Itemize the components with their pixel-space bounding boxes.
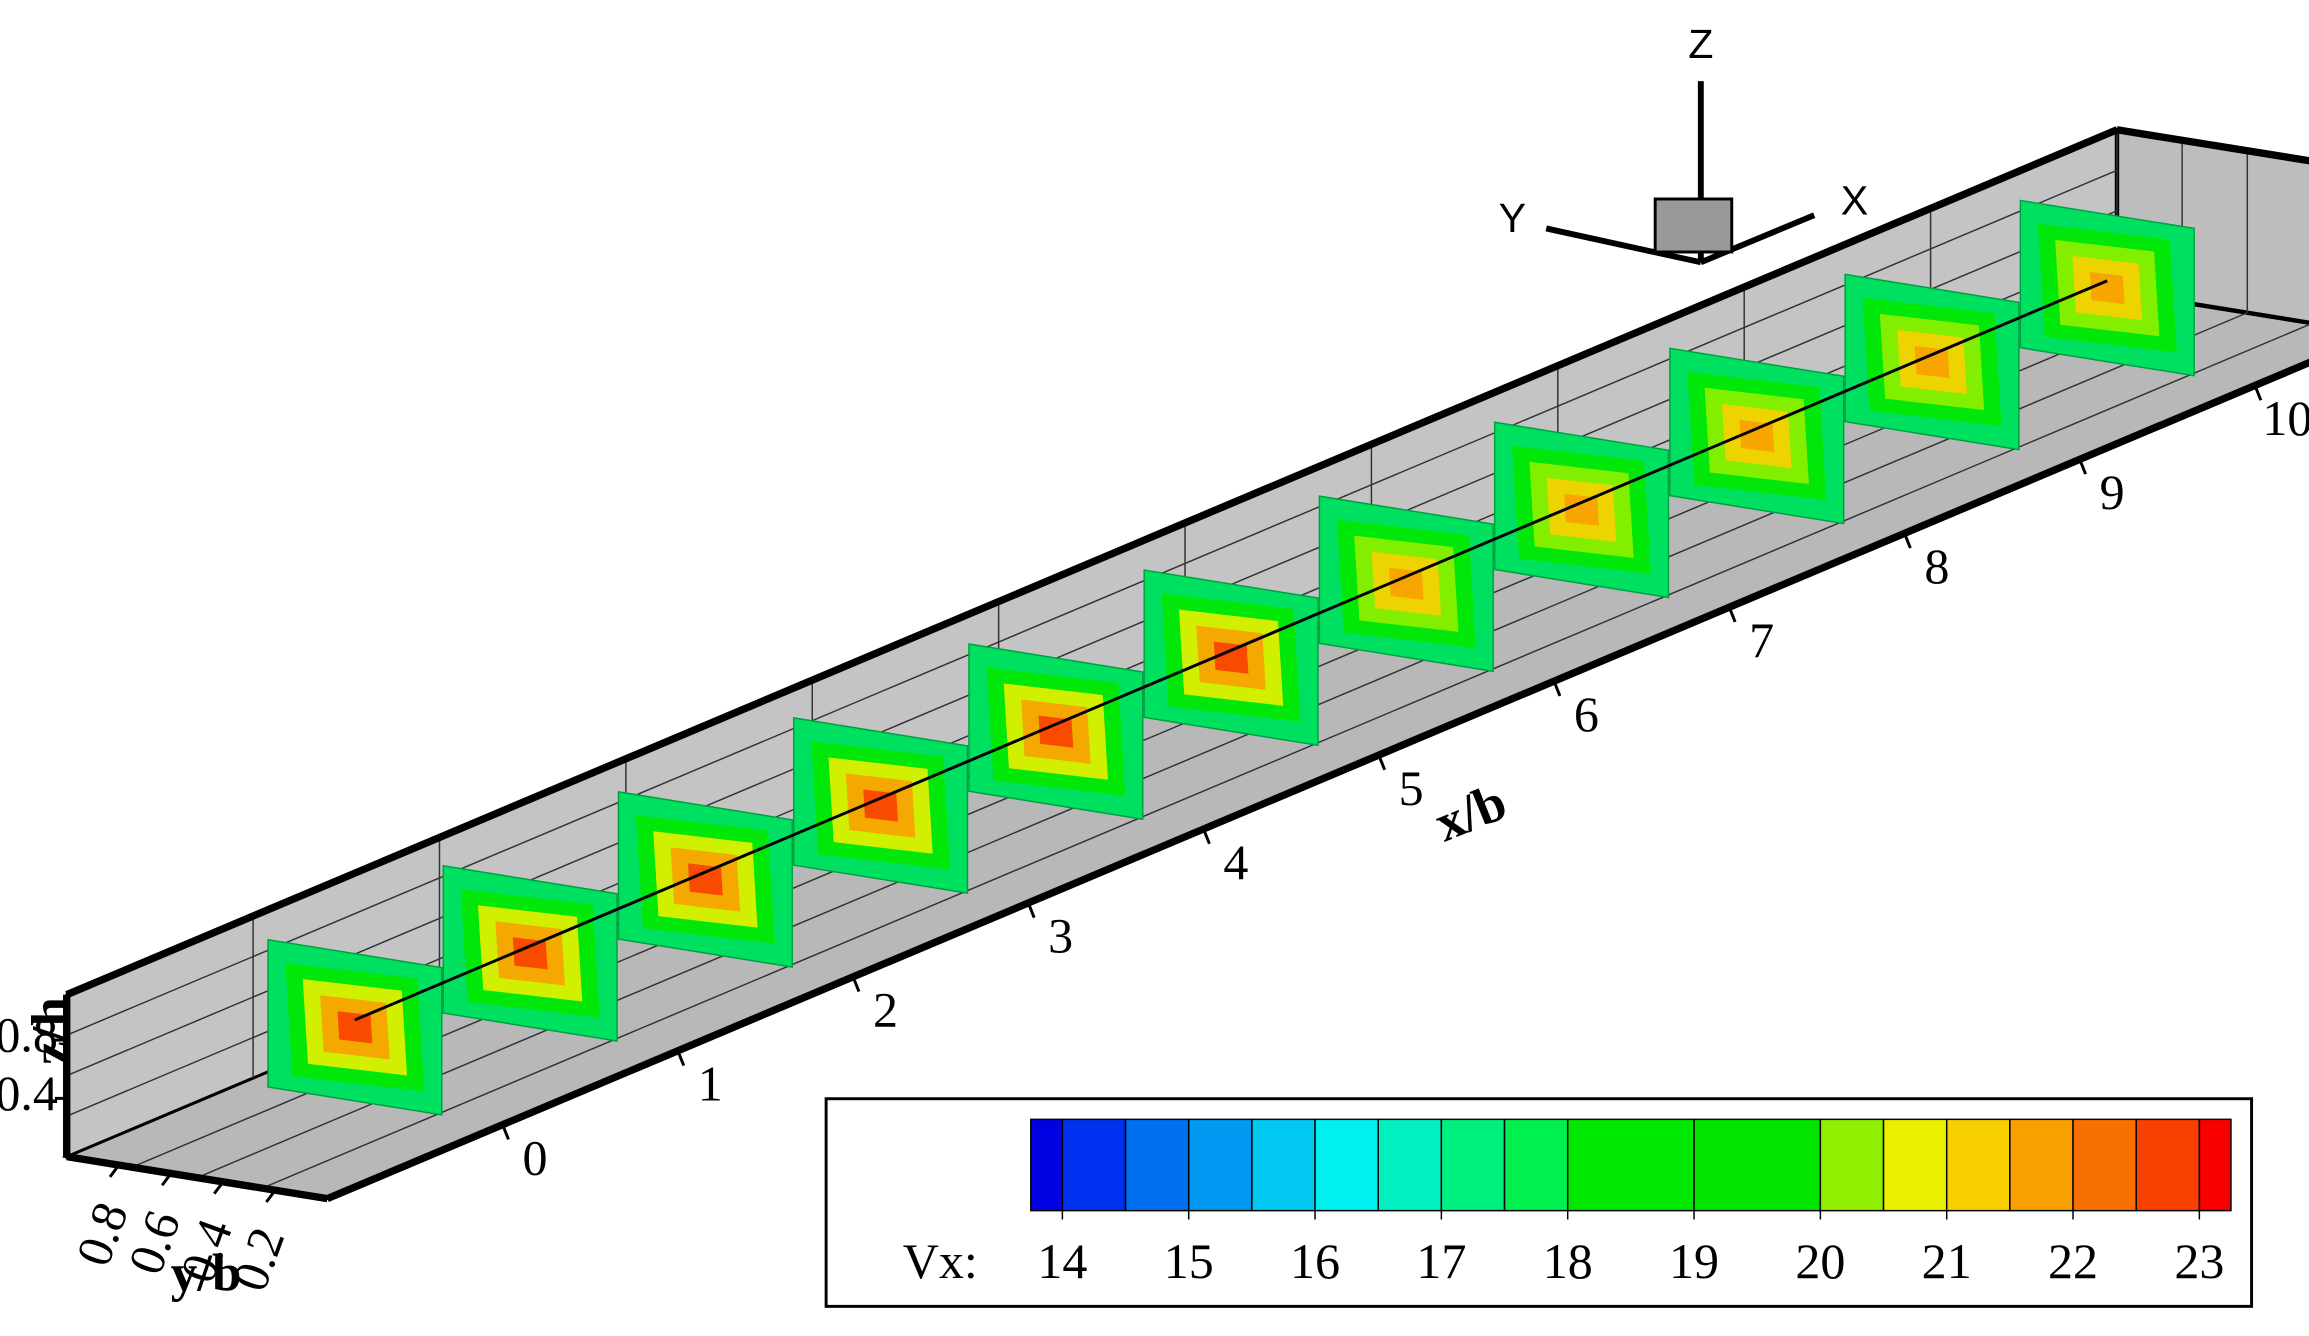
x-tick xyxy=(1552,680,1562,697)
contour-band xyxy=(1739,419,1775,452)
colorbar-segment xyxy=(1251,1118,1316,1212)
contour-band xyxy=(512,937,548,970)
x-axis-title: x/b xyxy=(1427,773,1514,853)
x-tick-label: 9 xyxy=(2100,464,2125,520)
colorbar-tick-label: 14 xyxy=(1037,1233,1087,1289)
x-tick xyxy=(2253,384,2263,401)
colorbar-segment xyxy=(1566,1118,1695,1212)
x-tick-label: 7 xyxy=(1749,612,1774,668)
x-tick xyxy=(851,976,861,993)
contour-band xyxy=(863,789,898,822)
colorbar-segment xyxy=(2135,1118,2201,1212)
colorbar-segment xyxy=(1819,1118,1885,1212)
colorbar-segment xyxy=(2009,1118,2074,1212)
colorbar-segment xyxy=(1440,1118,1506,1212)
colorbar-segment xyxy=(1503,1118,1569,1212)
axis-arrow xyxy=(1699,212,1816,266)
colorbar-tick-label: 21 xyxy=(1922,1233,1972,1289)
frame-edge xyxy=(2116,126,2309,165)
mesh-line xyxy=(196,312,2248,1179)
colorbar-segment xyxy=(1030,1118,1064,1212)
colorbar-segment xyxy=(1945,1118,2011,1212)
x-tick-label: 10 xyxy=(2262,390,2309,446)
z-tick-label: 0.8 xyxy=(0,1007,58,1063)
mesh-line xyxy=(261,323,2309,1189)
colorbar-segment xyxy=(1061,1118,1127,1212)
contour-band xyxy=(1213,641,1249,674)
y-tick xyxy=(265,1189,277,1203)
orientation-axes xyxy=(1545,81,1816,266)
y-tick xyxy=(108,1164,121,1178)
colorbar-tick-label: 20 xyxy=(1795,1233,1845,1289)
colorbar-tick-label: 17 xyxy=(1416,1233,1466,1289)
contour-band xyxy=(1038,715,1074,748)
x-tick-label: 8 xyxy=(1924,538,1949,594)
contour-band xyxy=(1388,567,1424,600)
x-tick xyxy=(1377,754,1387,771)
axis-y-label: Y xyxy=(1499,195,1527,241)
x-tick-label: 2 xyxy=(873,982,898,1038)
x-tick xyxy=(676,1050,686,1067)
x-tick xyxy=(1903,532,1912,549)
colorbar: 14 15 16 17 18 19 20 21 22 23 xyxy=(1030,1118,2232,1289)
colorbar-segment xyxy=(1314,1118,1379,1212)
colorbar-segment xyxy=(1377,1118,1443,1212)
centerline xyxy=(354,279,2108,1022)
x-tick-label: 4 xyxy=(1223,834,1248,890)
mesh-line xyxy=(66,210,2118,1077)
x-tick xyxy=(1727,606,1737,623)
y-tick xyxy=(213,1180,225,1195)
colorbar-tick-label: 23 xyxy=(2174,1233,2224,1289)
colorbar-tick-label: 19 xyxy=(1669,1233,1719,1289)
x-tick-label: 3 xyxy=(1048,908,1073,964)
colorbar-tick-label: 15 xyxy=(1164,1233,1214,1289)
axis-z-label: Z xyxy=(1688,21,1713,67)
axis-arrow xyxy=(1545,225,1702,266)
x-tick-label: 1 xyxy=(698,1056,723,1112)
x-tick xyxy=(2078,458,2087,475)
colorbar-segment xyxy=(1124,1118,1190,1212)
colorbar-segment xyxy=(1882,1118,1948,1212)
contour-band xyxy=(687,863,723,896)
colorbar-tick-label: 16 xyxy=(1290,1233,1340,1289)
colorbar-tick-label: 22 xyxy=(2048,1233,2098,1289)
colorbar-segment xyxy=(2198,1118,2232,1212)
colorbar-label: Vx: xyxy=(903,1233,978,1289)
duct-front xyxy=(63,126,2309,1203)
mesh-line xyxy=(66,169,2118,1036)
contour-band xyxy=(2089,272,2125,305)
x-tick-label: 0 xyxy=(522,1129,547,1185)
frame-edge xyxy=(325,358,2309,1203)
contour-band xyxy=(1914,345,1950,379)
axis-cube xyxy=(1653,197,1734,254)
colorbar-segment xyxy=(2072,1118,2137,1212)
z-axis-title: z/h xyxy=(22,997,80,1065)
y-tick xyxy=(160,1172,173,1187)
x-tick-label: 6 xyxy=(1574,686,1599,742)
contour-band xyxy=(1564,493,1599,526)
frame-edge xyxy=(65,126,2119,999)
frame-edge xyxy=(66,1153,328,1203)
slices xyxy=(267,199,2195,1116)
colorbar-segment xyxy=(1187,1118,1253,1212)
z-tick-label: 0.4 xyxy=(0,1065,58,1121)
x-tick xyxy=(1202,828,1211,845)
x-tick xyxy=(501,1124,510,1140)
contour-band xyxy=(337,1011,373,1044)
x-tick xyxy=(1026,902,1036,919)
axis-x-label: X xyxy=(1841,177,1869,223)
colorbar-tick-label: 18 xyxy=(1543,1233,1593,1289)
colorbar-segment xyxy=(1693,1118,1822,1212)
y-axis-title: y/b xyxy=(171,1245,242,1303)
x-tick-label: 5 xyxy=(1399,760,1424,816)
